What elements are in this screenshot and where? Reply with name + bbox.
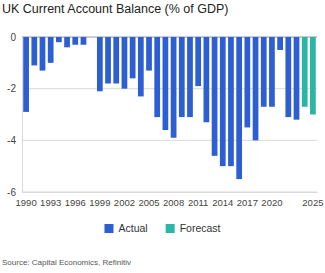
legend-swatch: [166, 224, 175, 233]
bar: [302, 37, 308, 107]
x-tick-label: 1999: [89, 197, 110, 208]
grid: [22, 37, 317, 192]
y-tick-label: -4: [7, 135, 16, 146]
x-tick-label: 2020: [261, 197, 282, 208]
bar: [269, 37, 275, 107]
x-tick-label: 2017: [237, 197, 258, 208]
bar: [220, 37, 226, 166]
bar: [23, 37, 29, 112]
legend-label: Forecast: [180, 222, 221, 234]
bar: [171, 37, 177, 138]
bar: [285, 37, 291, 117]
y-tick: 0: [10, 32, 22, 43]
bar: [72, 37, 78, 45]
x-tick: 2002: [114, 192, 135, 208]
y-tick-label: 0: [10, 32, 16, 43]
bar: [138, 37, 144, 96]
title: UK Current Account Balance (% of GDP): [2, 2, 228, 16]
x-tick-label: 2005: [138, 197, 159, 208]
bar: [236, 37, 242, 179]
x-tick: 2020: [261, 192, 282, 208]
y-tick: -2: [7, 83, 22, 94]
bar: [146, 37, 152, 71]
x-tick: 1996: [65, 192, 86, 208]
x-tick: 1990: [16, 192, 37, 208]
x-tick: 2014: [212, 192, 233, 208]
x-tick-label: 2014: [212, 197, 233, 208]
bar: [261, 37, 267, 107]
legend-item: Actual: [104, 222, 147, 234]
bar: [81, 37, 87, 45]
x-tick-label: 2002: [114, 197, 135, 208]
x-tick-label: 1996: [65, 197, 86, 208]
bar: [187, 37, 193, 117]
bar: [294, 37, 300, 120]
bar: [89, 37, 95, 38]
bar: [228, 37, 234, 166]
y-tick-label: -2: [7, 83, 16, 94]
x-tick: 2011: [188, 192, 208, 208]
y-axis: 0-2-4-6: [7, 32, 22, 198]
legend: Actual Forecast: [104, 222, 220, 234]
bar: [310, 37, 316, 115]
grid-line: [22, 140, 317, 141]
bar: [195, 37, 201, 86]
bar: [64, 37, 70, 47]
y-tick: -4: [7, 135, 22, 146]
x-tick-label: 2008: [163, 197, 184, 208]
x-tick-label: 2011: [188, 197, 208, 208]
bar: [154, 37, 160, 117]
bar: [163, 37, 169, 130]
bars: [23, 37, 316, 179]
bar: [48, 37, 54, 63]
grid-line: [22, 192, 317, 193]
y-axis-line: [22, 38, 23, 193]
legend-label: Actual: [118, 222, 147, 234]
chart: UK Current Account Balance (% of GDP) 0 -2…: [0, 0, 325, 273]
x-axis: 1990199319961999200220052008201120142017…: [16, 192, 324, 208]
bar: [277, 37, 283, 50]
x-axis-line: [23, 192, 318, 193]
bar: [122, 37, 128, 89]
bar: [253, 37, 259, 140]
bar: [244, 37, 250, 127]
bar: [40, 37, 46, 71]
legend-swatch: [104, 224, 113, 233]
bar: [56, 37, 62, 42]
bar: [204, 37, 210, 122]
x-tick: 1993: [40, 192, 61, 208]
bar: [212, 37, 218, 156]
x-tick-label: 1990: [16, 197, 37, 208]
bar: [31, 37, 37, 65]
x-tick-label: 1993: [40, 197, 61, 208]
x-tick: 2008: [163, 192, 184, 208]
bar: [130, 37, 136, 78]
bar: [113, 37, 119, 84]
x-tick-label: 2025: [302, 197, 323, 208]
x-tick: 1999: [89, 192, 110, 208]
x-tick: 2005: [138, 192, 159, 208]
x-tick: 2025: [302, 192, 323, 208]
bar: [97, 37, 103, 91]
source: Source: Capital Economics, Refinitiv: [2, 258, 131, 267]
x-tick: 2017: [237, 192, 258, 208]
bar: [105, 37, 111, 84]
legend-item: Forecast: [166, 222, 221, 234]
bar: [179, 37, 185, 117]
